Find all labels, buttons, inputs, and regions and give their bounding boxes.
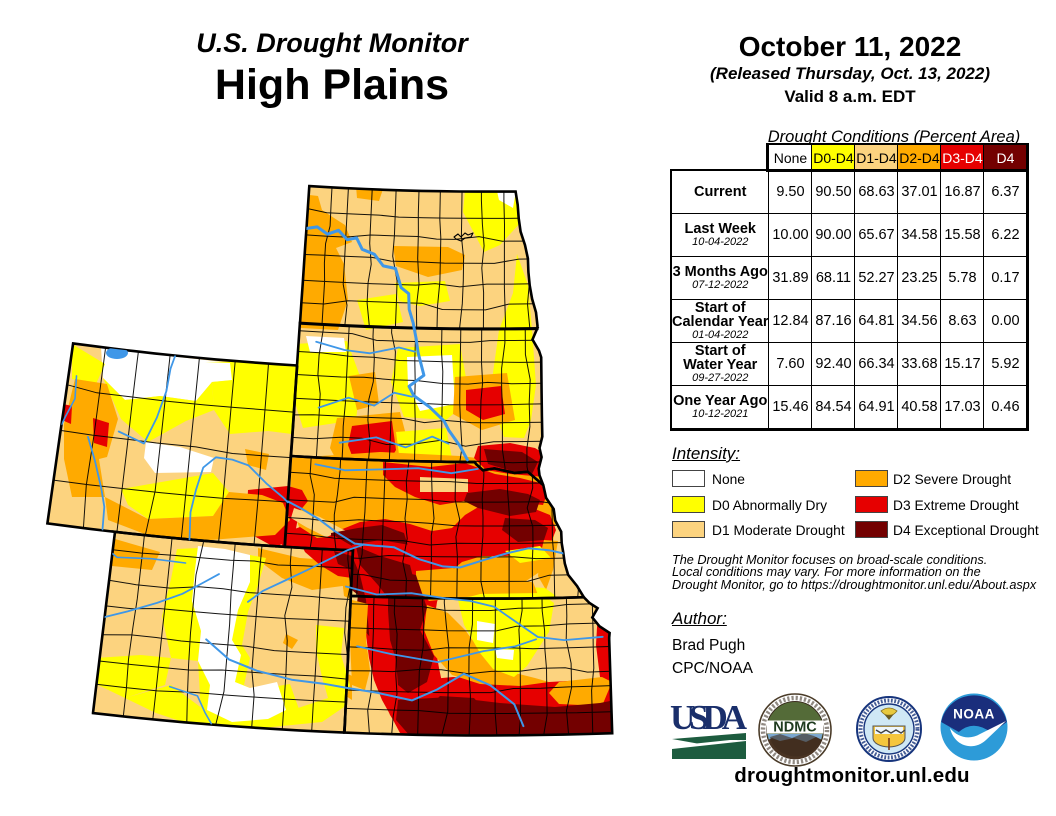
svg-text:NDMC: NDMC [773, 720, 817, 736]
svg-text:USDA: USDA [670, 702, 748, 737]
svg-text:NOAA: NOAA [953, 707, 995, 722]
